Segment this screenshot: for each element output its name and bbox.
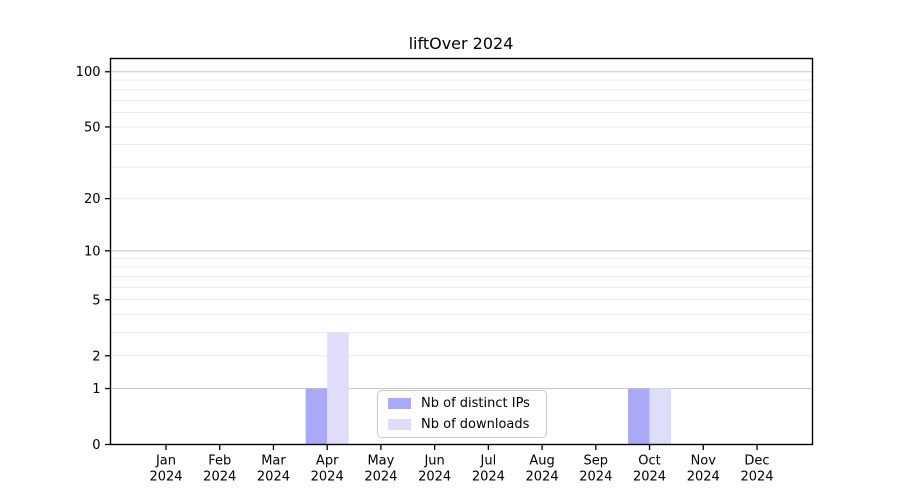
x-tick-label-year: 2024 — [472, 470, 505, 485]
legend-label-downloads: Nb of downloads — [421, 417, 530, 432]
y-tick-label: 10 — [84, 244, 101, 259]
bar-distinct-ips-apr — [305, 388, 328, 445]
x-tick-label-year: 2024 — [203, 470, 236, 485]
x-tick-label-year: 2024 — [687, 470, 720, 485]
x-tick-label-month: Jan — [155, 454, 176, 469]
y-tick-label: 1 — [92, 382, 100, 397]
legend-item-downloads: Nb of downloads — [388, 417, 536, 433]
x-tick-label-month: Dec — [744, 454, 769, 469]
x-tick-label-year: 2024 — [418, 470, 451, 485]
y-tick-label: 5 — [92, 293, 100, 308]
y-tick-label: 0 — [92, 438, 100, 453]
x-tick-label-year: 2024 — [149, 470, 182, 485]
x-tick-label-year: 2024 — [633, 470, 666, 485]
x-tick-label-year: 2024 — [257, 470, 290, 485]
chart-title: liftOver 2024 — [408, 34, 514, 53]
legend-label-distinct-ips: Nb of distinct IPs — [421, 396, 530, 411]
bar-downloads-apr — [327, 332, 349, 445]
y-tick-label: 2 — [92, 349, 100, 364]
x-tick-label-month: Apr — [316, 454, 339, 469]
x-tick-label-month: Aug — [529, 454, 554, 469]
x-tick-label-month: Sep — [584, 454, 609, 469]
legend-swatch-distinct-ips — [388, 398, 411, 409]
x-tick-label-year: 2024 — [364, 470, 397, 485]
legend-item-distinct-ips: Nb of distinct IPs — [388, 396, 536, 412]
x-tick-label-month: Mar — [261, 454, 286, 469]
bar-downloads-oct — [649, 388, 672, 445]
x-tick-label-year: 2024 — [526, 470, 559, 485]
x-tick-label-month: Nov — [691, 454, 717, 469]
y-tick-label: 100 — [76, 65, 101, 80]
x-tick-label-month: May — [367, 454, 394, 469]
legend-swatch-downloads — [388, 419, 411, 430]
x-tick-label-year: 2024 — [740, 470, 773, 485]
y-tick-label: 50 — [84, 120, 101, 135]
x-tick-label-year: 2024 — [311, 470, 344, 485]
x-tick-label-month: Feb — [208, 454, 231, 469]
x-tick-label-year: 2024 — [579, 470, 612, 485]
legend: Nb of distinct IPs Nb of downloads — [377, 390, 547, 438]
bar-distinct-ips-oct — [628, 388, 650, 445]
x-tick-label-month: Jul — [480, 454, 497, 469]
plot-frame — [109, 57, 814, 446]
x-tick-label-month: Jun — [423, 454, 444, 469]
x-tick-label-month: Oct — [638, 454, 660, 469]
y-tick-label: 20 — [84, 192, 101, 207]
